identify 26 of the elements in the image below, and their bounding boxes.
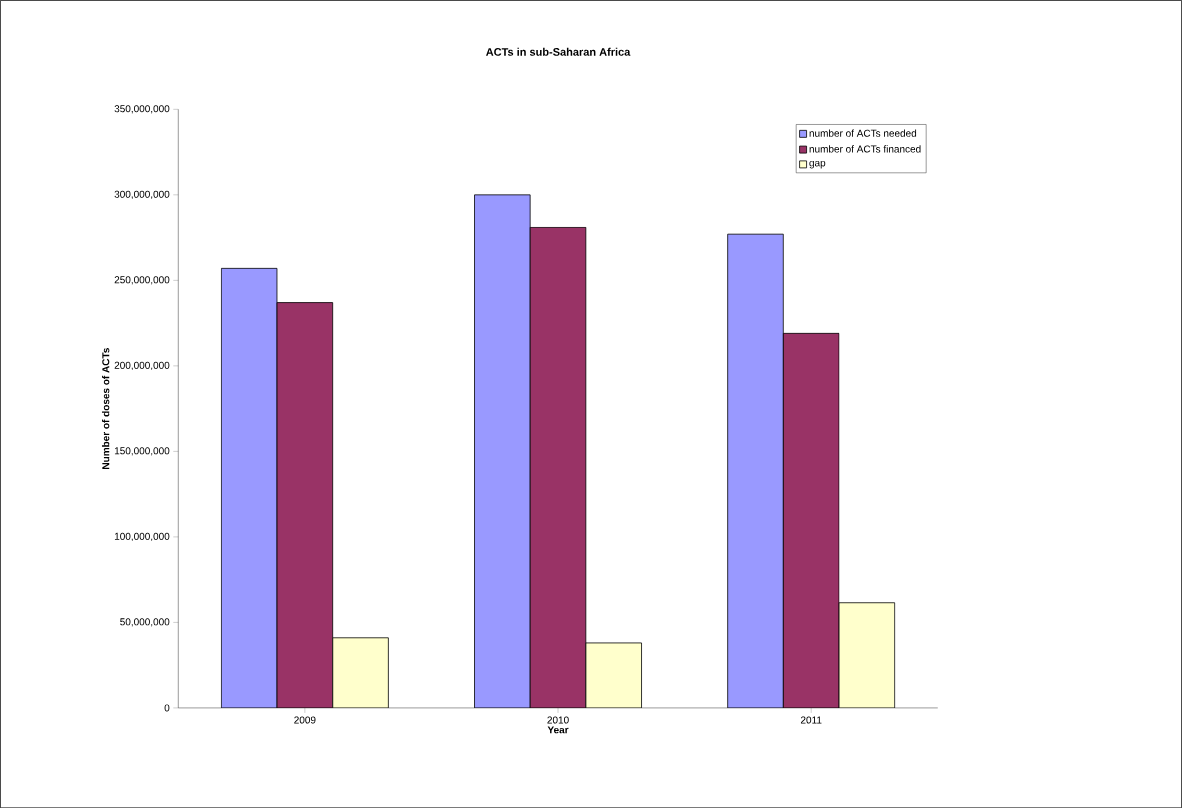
bar: [585, 642, 642, 708]
x-tick-label: 2011: [800, 716, 822, 724]
bar: [332, 637, 389, 708]
y-tick-label: 100,000,000: [114, 532, 170, 541]
bar: [474, 194, 531, 708]
x-axis-title: Year: [547, 726, 569, 734]
bar: [727, 233, 784, 708]
bar: [838, 602, 896, 708]
y-tick-label: 0: [164, 704, 170, 712]
legend-label: number of ACTs needed: [809, 129, 917, 137]
legend-label: number of ACTs financed: [809, 145, 921, 153]
y-tick-label: 50,000,000: [120, 618, 170, 627]
chart-title: ACTs in sub-Saharan Africa: [486, 47, 631, 56]
bar: [220, 267, 278, 708]
y-tick-label: 350,000,000: [114, 105, 170, 114]
bar: [529, 226, 587, 708]
y-axis-title: Number of doses of ACTs: [101, 347, 110, 469]
bar: [276, 302, 334, 708]
y-tick-label: 300,000,000: [114, 190, 170, 199]
bar: [782, 332, 840, 708]
y-tick-label: 250,000,000: [114, 276, 170, 285]
y-tick-label: 200,000,000: [114, 361, 170, 370]
y-tick-label: 150,000,000: [114, 447, 170, 456]
legend-label: gap: [809, 160, 826, 169]
x-tick-label: 2009: [294, 716, 316, 724]
x-tick-label: 2010: [547, 716, 569, 724]
